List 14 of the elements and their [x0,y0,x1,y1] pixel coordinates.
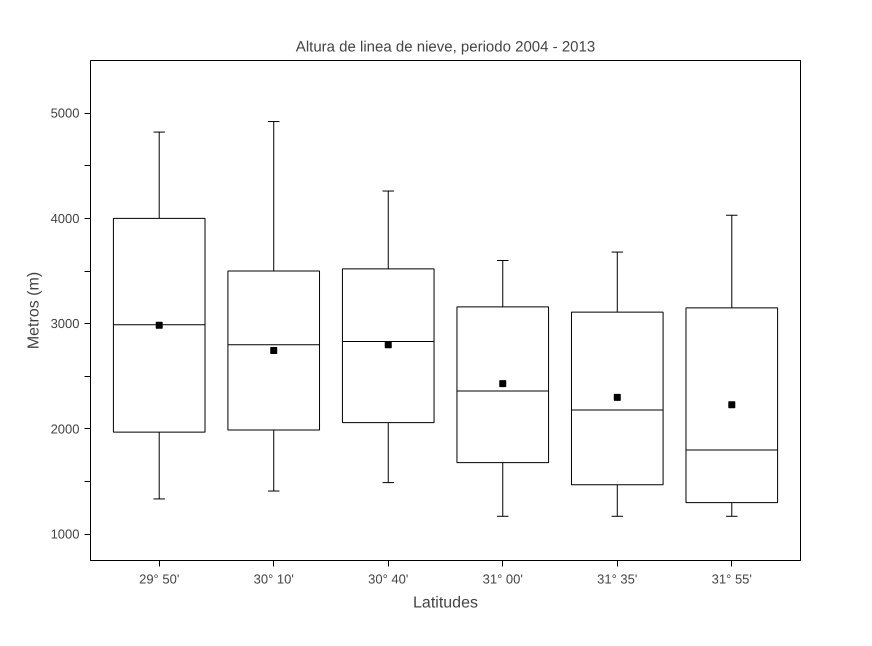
x-tick-label: 31° 35' [597,572,638,586]
y-axis-title: Metros (m) [26,272,43,350]
y-tick-label: 5000 [50,106,80,121]
y-tick-label: 3000 [50,316,80,332]
x-tick-label: 31° 55' [712,572,752,586]
y-tick-label: 1000 [50,526,80,542]
x-tick-label: 30° 10' [254,572,294,586]
y-tick-label: 2000 [50,421,80,436]
x-tick-label: 31° 00' [482,572,523,586]
x-tick-label: 29° 50' [139,572,180,586]
x-axis-title: Latitudes [413,594,478,612]
x-tick-label: 30° 40' [368,572,408,586]
y-tick-label: 4000 [50,210,80,226]
chart-title: Altura de linea de nieve, periodo 2004 - 2013 [296,38,596,56]
